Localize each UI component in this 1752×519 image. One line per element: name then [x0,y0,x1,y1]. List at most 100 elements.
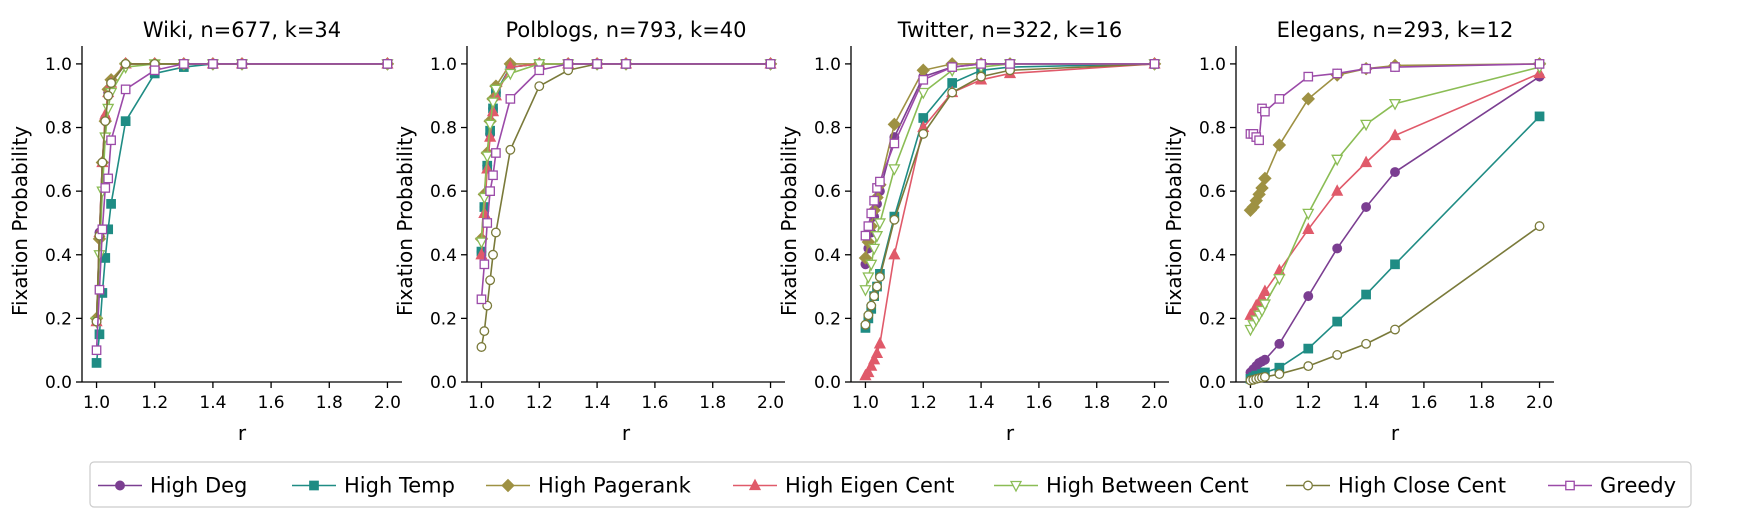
data-point [475,237,488,249]
data-point [1390,62,1400,72]
data-point [1361,338,1372,349]
legend-entry-high-temp: High Temp [292,474,455,498]
x-axis-title: r [1391,421,1400,445]
series-high-between-cent [1244,62,1546,337]
data-point [1303,291,1314,302]
series-line [864,63,1155,236]
data-point [1258,299,1271,311]
series-high-close-cent [91,58,393,327]
series-high-eigen-cent [90,57,394,327]
x-tick-label: 2.0 [1141,393,1168,413]
y-tick-label: 0.4 [814,246,841,266]
legend-label: High Temp [344,474,455,498]
x-tick-label: 1.0 [1237,393,1264,413]
data-point [488,170,498,181]
data-point [621,59,631,69]
y-tick-label: 0.8 [814,119,841,139]
data-point [479,326,490,337]
series-high-temp [1245,111,1545,384]
data-point [1360,119,1373,132]
data-point [765,59,776,69]
y-tick-label: 0.8 [430,119,457,139]
y-tick-label: 0.0 [430,373,457,393]
data-point [1331,154,1344,167]
y-tick-label: 0.2 [814,309,841,329]
data-point [868,352,881,365]
data-point [91,316,102,327]
y-tick-label: 0.4 [430,246,457,266]
data-point [505,144,516,155]
x-tick-label: 2.0 [1526,393,1553,413]
data-point [875,176,885,187]
data-point [120,58,131,69]
data-point [1332,68,1343,79]
data-point [534,81,545,92]
data-point [100,183,111,193]
data-point [120,116,131,127]
data-point [382,59,393,69]
series-high-deg [476,58,776,257]
data-point [866,208,877,219]
series-high-deg [860,58,1160,270]
data-point [1303,361,1314,372]
data-point [1360,155,1373,168]
data-point [178,59,189,69]
data-point [478,206,491,219]
y-axis-title: Fixation Probability [8,126,32,316]
data-point [1005,59,1015,69]
y-tick-label: 0.2 [1199,309,1226,329]
series-greedy [860,59,1160,241]
data-point [1534,59,1545,69]
y-tick-label: 1.0 [1199,55,1226,75]
series-high-deg [1245,71,1545,378]
x-tick-label: 1.8 [699,393,726,413]
legend-entry-high-deg: High Deg [98,474,247,498]
data-point [917,87,930,100]
data-point [863,310,874,321]
legend-entry-high-pagerank: High Pagerank [486,474,692,498]
data-point [476,294,487,305]
x-tick-label: 1.6 [1025,393,1052,413]
data-point [1534,111,1545,122]
y-axis-title: Fixation Probability [1162,126,1186,316]
data-point [889,214,900,225]
data-point [1274,369,1285,379]
y-tick-label: 0.2 [45,309,72,329]
data-point [1361,289,1371,300]
series-high-temp [860,59,1160,333]
data-point [869,291,880,302]
x-tick-label: 1.4 [1353,393,1380,413]
data-point [1301,92,1315,106]
data-point [1303,71,1314,82]
series-line [480,63,771,252]
y-tick-label: 1.0 [814,55,841,75]
series-greedy [476,59,776,305]
x-tick-label: 1.0 [468,393,495,413]
x-tick-label: 1.4 [199,393,226,413]
data-point [120,84,131,95]
legend-marker [1565,480,1575,491]
y-tick-label: 0.4 [45,246,72,266]
data-point [491,148,501,158]
data-point [889,138,900,149]
series-greedy [1245,59,1545,146]
data-point [1303,343,1314,354]
data-point [484,119,497,132]
y-tick-label: 1.0 [430,55,457,75]
x-tick-label: 1.6 [258,393,285,413]
data-point [482,218,493,228]
panel-title: Wiki, n=677, k=34 [143,18,341,42]
series-line [480,63,771,300]
series-high-eigen-cent [859,57,1161,381]
series-high-close-cent [860,58,1160,330]
data-point [592,59,602,69]
data-point [888,247,901,260]
data-point [1361,63,1371,74]
panel-title: Polblogs, n=793, k=40 [505,18,746,42]
data-point [947,87,958,98]
data-point [1388,99,1402,111]
legend-marker [748,478,762,491]
data-point [1534,221,1545,232]
series-high-pagerank [474,57,778,246]
data-point [918,74,929,85]
